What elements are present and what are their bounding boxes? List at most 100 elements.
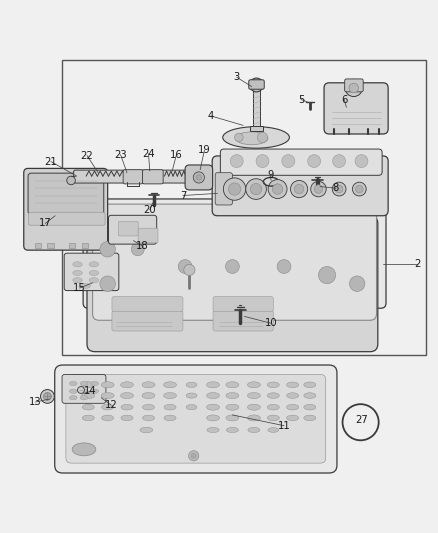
Ellipse shape [163,392,176,399]
Text: 23: 23 [114,150,127,160]
Circle shape [204,254,212,262]
Ellipse shape [303,405,315,410]
Circle shape [144,254,152,262]
Circle shape [40,390,54,403]
Text: 4: 4 [207,111,214,121]
Circle shape [339,275,348,284]
FancyBboxPatch shape [118,221,138,236]
Circle shape [114,228,123,236]
Circle shape [234,219,243,228]
Circle shape [174,211,183,219]
FancyBboxPatch shape [220,149,381,175]
Ellipse shape [303,393,315,398]
Circle shape [219,245,228,254]
Circle shape [309,275,318,284]
Ellipse shape [89,262,99,267]
Text: 20: 20 [143,205,156,215]
Circle shape [234,254,243,262]
Ellipse shape [142,405,154,410]
Circle shape [264,275,272,284]
Text: 27: 27 [354,415,367,425]
Circle shape [279,219,288,228]
Circle shape [339,219,348,228]
Circle shape [324,286,333,294]
Ellipse shape [69,382,77,386]
Ellipse shape [80,395,88,400]
Circle shape [189,245,198,254]
Ellipse shape [267,393,279,398]
Circle shape [114,219,123,228]
Ellipse shape [267,382,279,387]
FancyBboxPatch shape [64,253,119,290]
Circle shape [324,211,333,219]
Circle shape [174,286,183,294]
Text: 2: 2 [413,260,420,269]
Circle shape [249,78,263,92]
Circle shape [234,275,243,284]
Ellipse shape [303,415,315,421]
Ellipse shape [206,382,219,388]
Circle shape [144,275,152,284]
Circle shape [294,236,303,245]
Circle shape [249,264,258,273]
Circle shape [174,219,183,228]
FancyBboxPatch shape [215,173,232,205]
Circle shape [228,183,240,195]
Circle shape [294,254,303,262]
Ellipse shape [69,395,77,400]
Circle shape [234,228,243,236]
Ellipse shape [186,405,197,410]
Circle shape [354,219,363,228]
FancyBboxPatch shape [123,169,143,184]
Ellipse shape [247,404,260,410]
Circle shape [189,275,198,284]
Circle shape [264,286,272,294]
Circle shape [114,245,123,254]
Circle shape [279,275,288,284]
Circle shape [354,286,363,294]
Circle shape [264,211,272,219]
FancyBboxPatch shape [112,310,183,331]
Ellipse shape [142,415,154,421]
Circle shape [234,245,243,254]
Circle shape [250,183,261,195]
Ellipse shape [226,382,238,388]
Ellipse shape [247,427,259,433]
Text: 11: 11 [277,421,290,431]
Circle shape [344,79,361,96]
Ellipse shape [186,382,197,387]
Circle shape [99,245,107,254]
Circle shape [249,254,258,262]
FancyBboxPatch shape [344,79,362,92]
Circle shape [189,254,198,262]
Circle shape [309,286,318,294]
Ellipse shape [91,382,99,386]
Circle shape [219,275,228,284]
Bar [81,243,88,248]
Circle shape [324,245,333,254]
Circle shape [43,392,51,400]
Bar [252,87,260,126]
FancyBboxPatch shape [323,83,387,134]
Circle shape [279,264,288,273]
Circle shape [332,155,345,167]
Circle shape [129,245,138,254]
Ellipse shape [222,127,289,148]
Circle shape [67,176,75,185]
Ellipse shape [303,382,315,387]
Text: 19: 19 [198,146,210,155]
Circle shape [281,155,294,167]
Ellipse shape [89,278,99,283]
FancyBboxPatch shape [142,169,163,184]
Ellipse shape [226,427,238,433]
Circle shape [294,275,303,284]
Circle shape [234,264,243,273]
Circle shape [219,236,228,245]
FancyBboxPatch shape [248,80,264,89]
Ellipse shape [82,405,94,410]
Circle shape [354,228,363,236]
Circle shape [219,254,228,262]
Circle shape [131,243,144,256]
Circle shape [174,228,183,236]
FancyBboxPatch shape [108,215,156,244]
